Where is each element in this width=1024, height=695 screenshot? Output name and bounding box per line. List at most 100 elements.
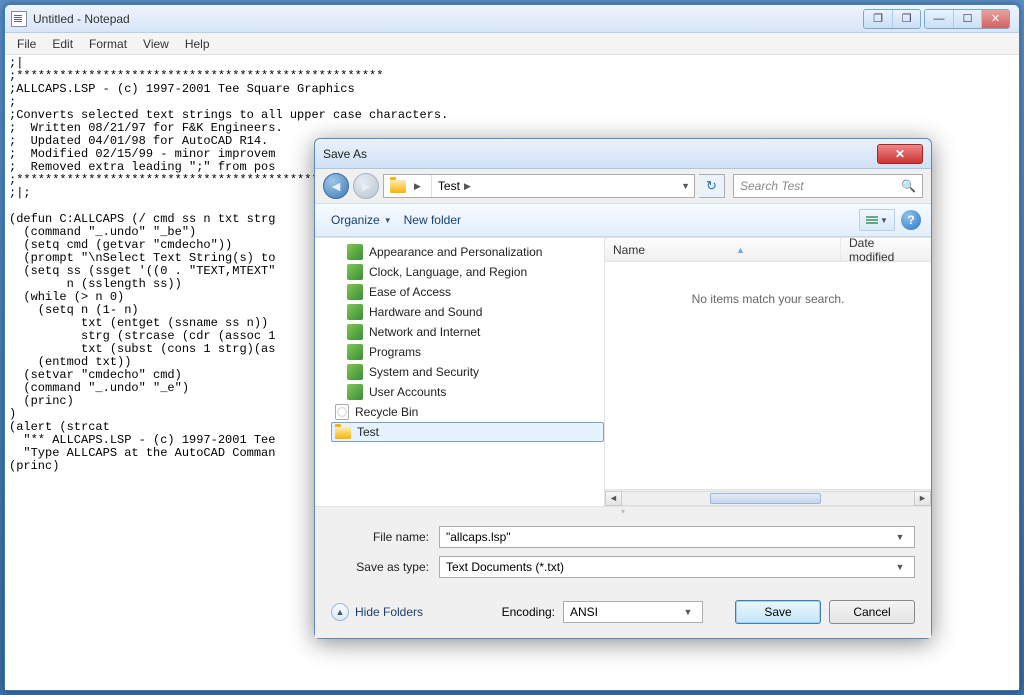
chevron-down-icon[interactable]: ▼ <box>892 527 908 547</box>
file-list: Name ▲ Date modified No items match your… <box>605 238 931 506</box>
chevron-down-icon: ▼ <box>880 216 888 225</box>
menu-file[interactable]: File <box>9 35 44 53</box>
tree-item-test[interactable]: Test <box>331 422 604 442</box>
nav-forward-button[interactable]: ► <box>353 173 379 199</box>
horizontal-scrollbar[interactable]: ◄ ► <box>605 489 931 506</box>
cp-icon <box>347 304 363 320</box>
pane-resizer[interactable]: ▾ <box>315 506 931 516</box>
tree-item-hardware-and-sound[interactable]: Hardware and Sound <box>343 302 604 322</box>
breadcrumb[interactable]: ▶ Test ▶ ▼ <box>383 174 695 198</box>
caption-btn-a[interactable]: ❐ <box>864 10 892 28</box>
chevron-right-icon: ▶ <box>460 181 475 192</box>
scroll-left-button[interactable]: ◄ <box>605 491 622 506</box>
tree-item-system-and-security[interactable]: System and Security <box>343 362 604 382</box>
cancel-button[interactable]: Cancel <box>829 600 915 624</box>
cp-icon <box>347 384 363 400</box>
caption-buttons: ❐ ❐ — ☐ ✕ <box>863 9 1013 29</box>
chevron-down-icon[interactable]: ▼ <box>680 602 696 622</box>
view-options-button[interactable]: ▼ <box>859 209 895 231</box>
search-placeholder: Search Test <box>740 179 804 193</box>
menu-help[interactable]: Help <box>177 35 218 53</box>
encoding-combo[interactable]: ANSI ▼ <box>563 601 703 623</box>
nav-back-button[interactable]: ◄ <box>323 173 349 199</box>
tree-item-appearance-and-personalization[interactable]: Appearance and Personalization <box>343 242 604 262</box>
new-folder-button[interactable]: New folder <box>398 209 467 231</box>
folder-tree[interactable]: Appearance and Personalization Clock, Lan… <box>315 238 605 506</box>
folder-icon <box>335 427 351 439</box>
column-name[interactable]: Name ▲ <box>605 238 841 261</box>
cp-icon <box>347 344 363 360</box>
tree-item-network-and-internet[interactable]: Network and Internet <box>343 322 604 342</box>
breadcrumb-current[interactable]: Test ▶ <box>432 175 481 197</box>
cp-icon <box>347 264 363 280</box>
menu-format[interactable]: Format <box>81 35 135 53</box>
tree-item-label: Recycle Bin <box>355 405 418 419</box>
savetype-value: Text Documents (*.txt) <box>446 560 564 574</box>
encoding-label: Encoding: <box>502 605 555 619</box>
save-as-dialog: Save As ✕ ◄ ► ▶ Test ▶ ▼ ↻ Search Test 🔍… <box>314 138 932 639</box>
caption-btn-b[interactable]: ❐ <box>892 10 920 28</box>
save-button[interactable]: Save <box>735 600 821 624</box>
column-date-modified[interactable]: Date modified <box>841 238 931 261</box>
scroll-track[interactable] <box>622 491 914 506</box>
savetype-combo[interactable]: Text Documents (*.txt) ▼ <box>439 556 915 578</box>
saveas-toolbar: Organize ▼ New folder ▼ ? <box>315 203 931 237</box>
organize-label: Organize <box>331 213 380 227</box>
column-name-label: Name <box>613 243 645 257</box>
menu-edit[interactable]: Edit <box>44 35 81 53</box>
scroll-thumb[interactable] <box>710 493 821 504</box>
tree-item-label: System and Security <box>369 365 479 379</box>
saveas-close-button[interactable]: ✕ <box>877 144 923 164</box>
refresh-button[interactable]: ↻ <box>699 174 725 198</box>
tree-item-clock-language-and-region[interactable]: Clock, Language, and Region <box>343 262 604 282</box>
savetype-row: Save as type: Text Documents (*.txt) ▼ <box>331 556 915 578</box>
tree-item-label: Network and Internet <box>369 325 480 339</box>
minimize-button[interactable]: — <box>925 10 953 28</box>
new-folder-label: New folder <box>404 213 461 227</box>
notepad-titlebar[interactable]: Untitled - Notepad ❐ ❐ — ☐ ✕ <box>5 5 1019 33</box>
tree-item-user-accounts[interactable]: User Accounts <box>343 382 604 402</box>
saveas-titlebar[interactable]: Save As ✕ <box>315 139 931 169</box>
saveas-navbar: ◄ ► ▶ Test ▶ ▼ ↻ Search Test 🔍 <box>315 169 931 203</box>
list-empty-message: No items match your search. <box>605 262 931 489</box>
caption-group-1: ❐ ❐ <box>863 9 921 29</box>
chevron-down-icon[interactable]: ▼ <box>892 557 908 577</box>
tree-item-label: Clock, Language, and Region <box>369 265 527 279</box>
filename-row: File name: "allcaps.lsp" ▼ <box>331 526 915 548</box>
notepad-icon <box>11 11 27 27</box>
tree-item-label: Ease of Access <box>369 285 451 299</box>
scroll-right-button[interactable]: ► <box>914 491 931 506</box>
chevron-down-icon[interactable]: ▼ <box>677 181 694 191</box>
maximize-button[interactable]: ☐ <box>953 10 981 28</box>
menu-view[interactable]: View <box>135 35 177 53</box>
column-date-label: Date modified <box>849 236 923 264</box>
encoding-value: ANSI <box>570 605 598 619</box>
hide-folders-label: Hide Folders <box>355 605 423 619</box>
tree-item-recycle-bin[interactable]: Recycle Bin <box>331 402 604 422</box>
saveas-fields: File name: "allcaps.lsp" ▼ Save as type:… <box>315 516 931 592</box>
breadcrumb-label: Test <box>438 179 460 193</box>
caption-group-2: — ☐ ✕ <box>924 9 1010 29</box>
cp-icon <box>347 324 363 340</box>
savetype-label: Save as type: <box>331 560 439 574</box>
organize-button[interactable]: Organize ▼ <box>325 209 398 231</box>
help-button[interactable]: ? <box>901 210 921 230</box>
saveas-footer: ▲ Hide Folders Encoding: ANSI ▼ Save Can… <box>315 592 931 638</box>
close-button[interactable]: ✕ <box>981 10 1009 28</box>
save-button-label: Save <box>764 605 791 619</box>
filename-input[interactable]: "allcaps.lsp" ▼ <box>439 526 915 548</box>
sort-ascending-icon: ▲ <box>736 245 745 255</box>
saveas-body: Appearance and Personalization Clock, Lan… <box>315 237 931 506</box>
breadcrumb-root[interactable]: ▶ <box>384 175 432 197</box>
tree-item-programs[interactable]: Programs <box>343 342 604 362</box>
hide-folders-button[interactable]: ▲ Hide Folders <box>331 603 423 621</box>
list-view-icon <box>866 216 878 224</box>
cp-icon <box>347 364 363 380</box>
saveas-title: Save As <box>323 147 367 161</box>
tree-item-label: Appearance and Personalization <box>369 245 542 259</box>
recycle-icon <box>335 404 349 420</box>
tree-item-ease-of-access[interactable]: Ease of Access <box>343 282 604 302</box>
tree-item-label: Test <box>357 425 379 439</box>
tree-item-label: Hardware and Sound <box>369 305 482 319</box>
search-input[interactable]: Search Test 🔍 <box>733 174 923 198</box>
